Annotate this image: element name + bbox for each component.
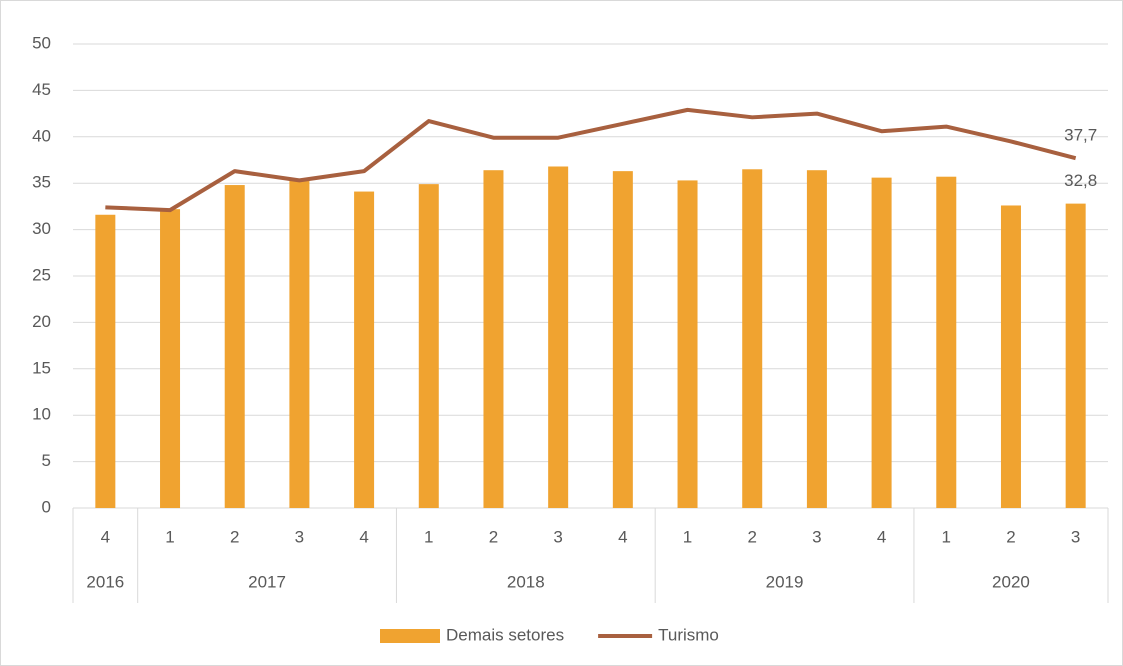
group-label: 2017 bbox=[248, 572, 286, 591]
x-tick-label: 1 bbox=[683, 527, 692, 546]
y-tick-label: 30 bbox=[32, 219, 51, 238]
x-tick-label: 1 bbox=[942, 527, 951, 546]
bar bbox=[548, 166, 569, 508]
bar bbox=[95, 214, 116, 508]
x-tick-label: 3 bbox=[812, 527, 821, 546]
x-tick-label: 1 bbox=[165, 527, 174, 546]
bar bbox=[1065, 203, 1086, 508]
y-tick-label: 10 bbox=[32, 405, 51, 424]
bar bbox=[871, 177, 892, 508]
y-tick-label: 40 bbox=[32, 126, 51, 145]
bar bbox=[936, 176, 957, 509]
x-tick-label: 4 bbox=[359, 527, 368, 546]
x-tick-label: 2 bbox=[489, 527, 498, 546]
x-tick-label: 4 bbox=[618, 527, 627, 546]
y-tick-label: 5 bbox=[42, 451, 51, 470]
bar bbox=[1000, 205, 1021, 509]
bar bbox=[483, 170, 504, 508]
bar bbox=[289, 180, 310, 508]
y-tick-label: 0 bbox=[42, 497, 51, 516]
x-tick-label: 2 bbox=[1006, 527, 1015, 546]
y-tick-label: 35 bbox=[32, 173, 51, 192]
bar bbox=[418, 184, 439, 509]
line bbox=[105, 107, 1077, 213]
data-label: 37,7 bbox=[1064, 126, 1097, 145]
x-tick-label: 4 bbox=[101, 527, 110, 546]
y-tick-label: 25 bbox=[32, 265, 51, 284]
y-tick-label: 15 bbox=[32, 358, 51, 377]
bar bbox=[806, 170, 827, 508]
x-tick-label: 1 bbox=[424, 527, 433, 546]
data-label: 32,8 bbox=[1064, 171, 1097, 190]
x-tick-label: 4 bbox=[877, 527, 886, 546]
bar bbox=[224, 185, 245, 508]
legend-label: Turismo bbox=[658, 625, 719, 644]
x-tick-label: 3 bbox=[295, 527, 304, 546]
legend-swatch bbox=[380, 629, 440, 643]
x-tick-label: 3 bbox=[553, 527, 562, 546]
y-tick-label: 20 bbox=[32, 312, 51, 331]
legend-label: Demais setores bbox=[446, 625, 564, 644]
group-label: 2019 bbox=[766, 572, 804, 591]
group-label: 2016 bbox=[86, 572, 124, 591]
bar bbox=[354, 191, 375, 508]
group-label: 2020 bbox=[992, 572, 1030, 591]
x-tick-label: 3 bbox=[1071, 527, 1080, 546]
bar bbox=[160, 209, 181, 508]
y-tick-label: 45 bbox=[32, 80, 51, 99]
bar bbox=[612, 171, 633, 509]
x-tick-label: 2 bbox=[230, 527, 239, 546]
bar bbox=[677, 180, 698, 508]
group-label: 2018 bbox=[507, 572, 545, 591]
bar bbox=[742, 169, 763, 508]
x-tick-label: 2 bbox=[747, 527, 756, 546]
y-tick-label: 50 bbox=[32, 33, 51, 52]
